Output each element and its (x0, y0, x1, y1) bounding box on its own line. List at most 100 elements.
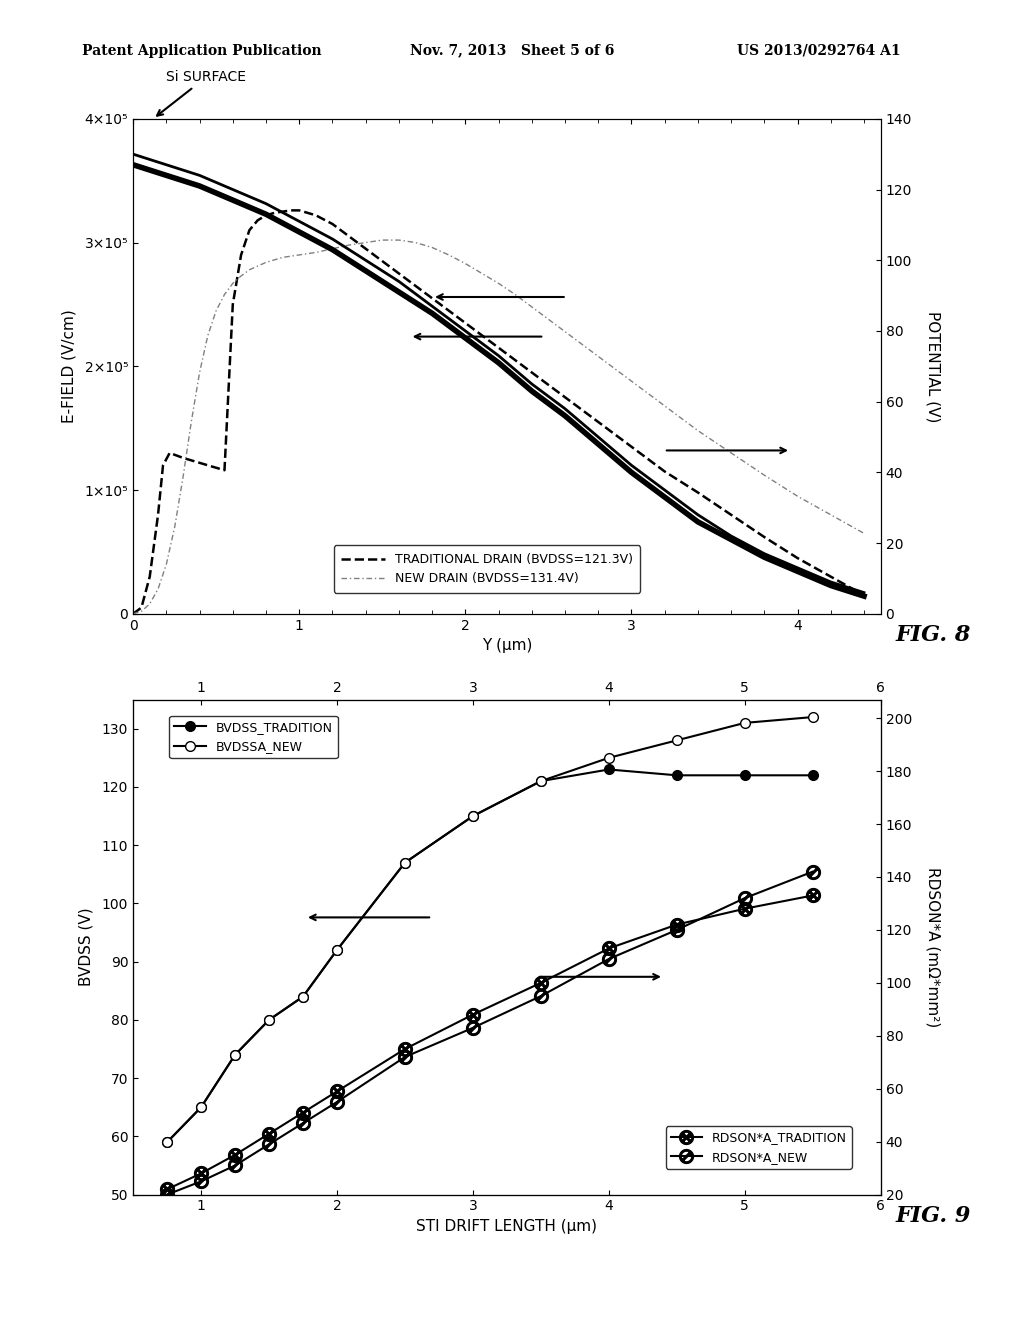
TRADITIONAL DRAIN (BVDSS=121.3V) (194, 455, 206, 471)
Text: US 2013/0292764 A1: US 2013/0292764 A1 (737, 44, 901, 58)
RDSON*A_TRADITION (535, 975, 547, 991)
Line: TRADITIONAL DRAIN (BVDSS=121.3V): TRADITIONAL DRAIN (BVDSS=121.3V) (133, 210, 864, 614)
NEW DRAIN (BVDSS=131.4V) (658, 399, 671, 414)
NEW DRAIN (BVDSS=131.4V) (244, 261, 256, 277)
BVDSS_TRADITION (603, 762, 615, 777)
BVDSSA_NEW (535, 774, 547, 789)
RDSON*A_NEW (603, 952, 615, 968)
RDSON*A_TRADITION (738, 900, 751, 916)
NEW DRAIN (BVDSS=131.4V) (234, 268, 247, 284)
BVDSSA_NEW (331, 942, 343, 958)
NEW DRAIN (BVDSS=131.4V) (260, 255, 272, 271)
BVDSSA_NEW (603, 750, 615, 766)
NEW DRAIN (BVDSS=131.4V) (559, 323, 571, 339)
X-axis label: Y (μm): Y (μm) (481, 638, 532, 653)
BVDSS_TRADITION (738, 767, 751, 783)
Text: Patent Application Publication: Patent Application Publication (82, 44, 322, 58)
TRADITIONAL DRAIN (BVDSS=121.3V) (293, 202, 305, 218)
Line: RDSON*A_NEW: RDSON*A_NEW (160, 865, 819, 1201)
Legend: RDSON*A_TRADITION, RDSON*A_NEW: RDSON*A_TRADITION, RDSON*A_NEW (666, 1126, 852, 1168)
TRADITIONAL DRAIN (BVDSS=121.3V) (509, 352, 521, 368)
TRADITIONAL DRAIN (BVDSS=121.3V) (824, 569, 837, 585)
BVDSS_TRADITION (807, 767, 819, 783)
RDSON*A_TRADITION (161, 1181, 173, 1197)
BVDSS_TRADITION (161, 1134, 173, 1150)
TRADITIONAL DRAIN (BVDSS=121.3V) (143, 569, 156, 585)
NEW DRAIN (BVDSS=131.4V) (160, 557, 172, 573)
TRADITIONAL DRAIN (BVDSS=121.3V) (327, 216, 339, 232)
BVDSS_TRADITION (331, 942, 343, 958)
TRADITIONAL DRAIN (BVDSS=121.3V) (244, 222, 256, 238)
Legend: TRADITIONAL DRAIN (BVDSS=121.3V), NEW DRAIN (BVDSS=131.4V): TRADITIONAL DRAIN (BVDSS=121.3V), NEW DR… (334, 545, 640, 593)
TRADITIONAL DRAIN (BVDSS=121.3V) (185, 453, 198, 469)
NEW DRAIN (BVDSS=131.4V) (858, 525, 870, 541)
TRADITIONAL DRAIN (BVDSS=121.3V) (260, 207, 272, 223)
TRADITIONAL DRAIN (BVDSS=121.3V) (525, 364, 538, 380)
TRADITIONAL DRAIN (BVDSS=121.3V) (202, 457, 214, 473)
NEW DRAIN (BVDSS=131.4V) (210, 302, 222, 318)
RDSON*A_NEW (263, 1137, 275, 1152)
TRADITIONAL DRAIN (BVDSS=121.3V) (442, 302, 455, 318)
BVDSS_TRADITION (195, 1100, 207, 1115)
TRADITIONAL DRAIN (BVDSS=121.3V) (426, 290, 438, 306)
NEW DRAIN (BVDSS=131.4V) (127, 606, 139, 622)
NEW DRAIN (BVDSS=131.4V) (493, 276, 505, 292)
NEW DRAIN (BVDSS=131.4V) (202, 327, 214, 343)
RDSON*A_NEW (535, 989, 547, 1005)
NEW DRAIN (BVDSS=131.4V) (476, 265, 488, 281)
RDSON*A_NEW (467, 1020, 479, 1036)
NEW DRAIN (BVDSS=131.4V) (824, 507, 837, 523)
TRADITIONAL DRAIN (BVDSS=121.3V) (135, 599, 147, 615)
NEW DRAIN (BVDSS=131.4V) (376, 232, 388, 248)
NEW DRAIN (BVDSS=131.4V) (143, 597, 156, 612)
NEW DRAIN (BVDSS=131.4V) (135, 603, 147, 619)
NEW DRAIN (BVDSS=131.4V) (509, 286, 521, 302)
NEW DRAIN (BVDSS=131.4V) (442, 247, 455, 263)
TRADITIONAL DRAIN (BVDSS=121.3V) (858, 587, 870, 603)
TRADITIONAL DRAIN (BVDSS=121.3V) (157, 457, 169, 473)
BVDSSA_NEW (161, 1134, 173, 1150)
NEW DRAIN (BVDSS=131.4V) (725, 445, 737, 461)
Text: FIG. 9: FIG. 9 (896, 1205, 972, 1228)
BVDSS_TRADITION (297, 989, 309, 1005)
TRADITIONAL DRAIN (BVDSS=121.3V) (626, 438, 638, 454)
NEW DRAIN (BVDSS=131.4V) (359, 235, 372, 251)
TRADITIONAL DRAIN (BVDSS=121.3V) (127, 606, 139, 622)
BVDSSA_NEW (229, 1047, 242, 1063)
TRADITIONAL DRAIN (BVDSS=121.3V) (575, 401, 588, 417)
BVDSSA_NEW (738, 715, 751, 731)
BVDSSA_NEW (807, 709, 819, 725)
Text: Si SURFACE: Si SURFACE (157, 70, 246, 116)
TRADITIONAL DRAIN (BVDSS=121.3V) (543, 378, 555, 393)
NEW DRAIN (BVDSS=131.4V) (226, 276, 239, 292)
TRADITIONAL DRAIN (BVDSS=121.3V) (792, 550, 804, 566)
NEW DRAIN (BVDSS=131.4V) (185, 414, 198, 430)
RDSON*A_TRADITION (398, 1041, 411, 1057)
RDSON*A_NEW (195, 1173, 207, 1189)
TRADITIONAL DRAIN (BVDSS=121.3V) (309, 207, 322, 223)
NEW DRAIN (BVDSS=131.4V) (194, 364, 206, 380)
RDSON*A_TRADITION (297, 1105, 309, 1121)
NEW DRAIN (BVDSS=131.4V) (169, 519, 181, 535)
BVDSS_TRADITION (671, 767, 683, 783)
NEW DRAIN (BVDSS=131.4V) (309, 244, 322, 260)
TRADITIONAL DRAIN (BVDSS=121.3V) (725, 507, 737, 523)
NEW DRAIN (BVDSS=131.4V) (410, 235, 422, 251)
NEW DRAIN (BVDSS=131.4V) (293, 247, 305, 263)
RDSON*A_NEW (398, 1049, 411, 1065)
BVDSS_TRADITION (535, 774, 547, 789)
RDSON*A_NEW (297, 1115, 309, 1131)
Line: BVDSS_TRADITION: BVDSS_TRADITION (162, 764, 817, 1147)
RDSON*A_NEW (331, 1094, 343, 1110)
RDSON*A_NEW (161, 1187, 173, 1203)
TRADITIONAL DRAIN (BVDSS=121.3V) (177, 450, 189, 466)
NEW DRAIN (BVDSS=131.4V) (152, 581, 164, 597)
NEW DRAIN (BVDSS=131.4V) (792, 488, 804, 504)
Line: RDSON*A_TRADITION: RDSON*A_TRADITION (160, 888, 819, 1196)
BVDSSA_NEW (398, 855, 411, 871)
TRADITIONAL DRAIN (BVDSS=121.3V) (285, 202, 297, 218)
BVDSSA_NEW (195, 1100, 207, 1115)
X-axis label: STI DRIFT LENGTH (μm): STI DRIFT LENGTH (μm) (417, 1218, 597, 1234)
TRADITIONAL DRAIN (BVDSS=121.3V) (692, 484, 705, 500)
TRADITIONAL DRAIN (BVDSS=121.3V) (493, 339, 505, 355)
